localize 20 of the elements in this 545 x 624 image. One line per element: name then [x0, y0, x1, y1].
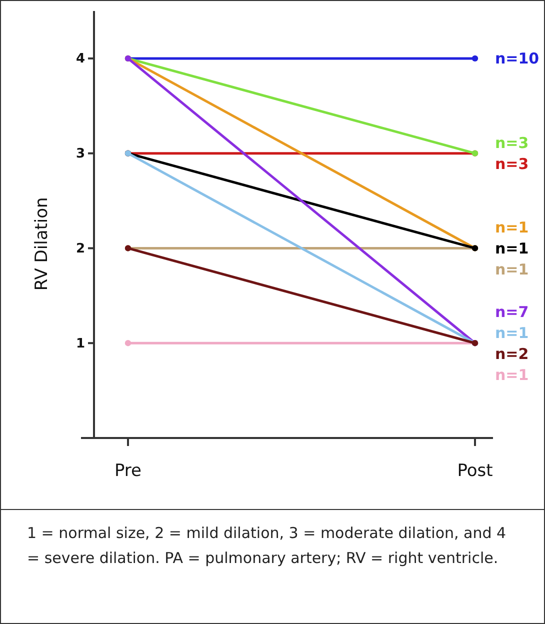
series-label: n=7 — [495, 302, 529, 321]
y-tick-label: 1 — [76, 336, 85, 352]
series-label: n=1 — [495, 366, 529, 384]
series-label: n=1 — [495, 324, 529, 342]
series-label: n=10 — [495, 50, 540, 68]
y-tick-label: 2 — [76, 241, 85, 256]
y-tick-label: 4 — [76, 52, 85, 67]
text: 1 = normal size, 2 = mild dilation, 3 = moderate dilation, and 4 = severe dilation. PA = pulmonary artery; RV = right ventricle. — [27, 523, 507, 569]
point — [472, 55, 478, 62]
series-label: n=1 — [495, 239, 529, 258]
series-label: n=3 — [495, 134, 529, 152]
series-label: n=1 — [495, 260, 529, 278]
point — [124, 340, 132, 346]
y-tick-label: 3 — [76, 146, 85, 162]
series-label: n=3 — [495, 155, 529, 174]
y-axis-title: RV Dilation — [32, 197, 52, 291]
series-label: n=1 — [495, 218, 529, 236]
x-tick-label: Pre — [114, 461, 142, 482]
x-tick-label: Post — [457, 461, 494, 482]
series-label: n=2 — [495, 344, 529, 363]
